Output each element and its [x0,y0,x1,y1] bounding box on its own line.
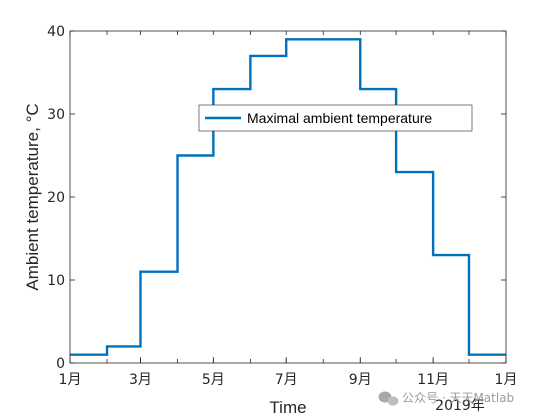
x-tick-label: 1月 [59,372,82,388]
wechat-icon [378,391,399,406]
series-layer [70,38,506,356]
y-tick-label: 0 [56,356,65,372]
x-tick-label: 3月 [129,372,152,388]
y-tick-label: 30 [47,107,65,123]
x-axis-label: Time [269,398,306,417]
x-tick-label: 7月 [275,372,298,388]
x-axis-secondary-label: 2019年 [435,398,485,414]
y-axis-label: Ambient temperature, °C [23,103,42,290]
ticks-layer: 0 10 20 30 40 1月 3月 5月 7月 9月 11月 1月 [47,24,517,388]
y-tick-label: 10 [47,273,65,289]
plot-area [70,31,506,363]
x-tick-label: 11月 [417,372,449,388]
y-tick-label: 20 [47,190,65,206]
x-tick-label: 5月 [202,372,225,388]
legend: Maximal ambient temperature [198,104,473,132]
series-line [70,38,506,356]
x-tick-label: 1月 [495,372,518,388]
legend-box [198,104,473,132]
y-tick-label: 40 [47,24,65,40]
legend-label: Maximal ambient temperature [247,110,432,126]
watermark-text: 公众号 · 天天Matlab [402,391,514,405]
x-tick-label: 9月 [349,372,372,388]
watermark: 公众号 · 天天Matlab [378,391,514,406]
